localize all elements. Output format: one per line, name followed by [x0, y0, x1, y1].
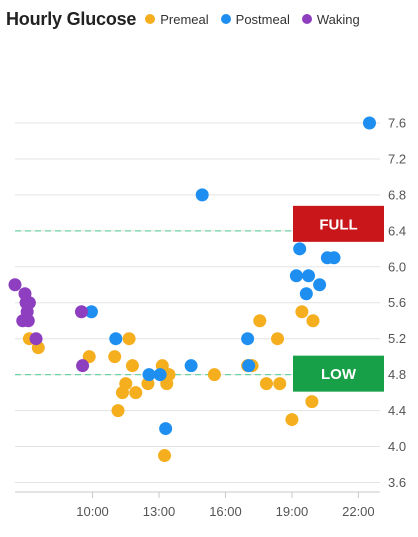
threshold-label-low: LOW [321, 366, 357, 383]
data-point-postmeal [84, 305, 98, 319]
y-tick-label: 5.2 [388, 331, 406, 346]
legend-dot-postmeal [220, 14, 231, 24]
data-point-postmeal [241, 332, 255, 346]
data-point-premeal [305, 395, 319, 409]
y-tick-label: 4.8 [388, 367, 406, 382]
data-point-postmeal [109, 332, 123, 346]
legend-label-postmeal: Postmeal [235, 11, 290, 27]
data-point-premeal [259, 377, 273, 391]
x-tick-label: 13:00 [143, 504, 176, 519]
data-point-waking [29, 332, 43, 346]
data-point-postmeal [293, 242, 307, 256]
threshold-badge-full [293, 205, 384, 242]
data-point-postmeal [153, 368, 167, 382]
chart-title: Hourly Glucose [6, 8, 137, 29]
legend-label-premeal: Premeal [160, 11, 209, 27]
data-point-premeal [129, 386, 143, 400]
data-point-premeal [125, 359, 139, 373]
data-point-premeal [207, 368, 221, 382]
y-tick-label: 4.4 [388, 403, 406, 418]
y-tick-label: 6.4 [388, 223, 406, 238]
legend-dot-premeal [145, 14, 156, 24]
data-point-postmeal [184, 359, 198, 373]
data-point-premeal [273, 377, 287, 391]
data-point-waking [21, 314, 35, 328]
data-point-premeal [295, 305, 309, 319]
data-point-postmeal [313, 278, 327, 292]
x-tick-label: 10:00 [76, 504, 109, 519]
legend-item-premeal[interactable]: Premeal [145, 11, 209, 27]
y-tick-label: 7.6 [388, 115, 406, 130]
data-point-premeal [111, 404, 125, 418]
y-tick-label: 5.6 [388, 295, 406, 310]
legend-item-waking[interactable]: Waking [301, 11, 360, 27]
threshold-label-full: FULL [319, 216, 357, 233]
data-point-postmeal [242, 359, 256, 373]
data-point-premeal [271, 332, 285, 346]
chart-header: Hourly Glucose Premeal Postmeal Waking [6, 6, 372, 32]
data-point-postmeal [142, 368, 156, 382]
data-point-premeal [158, 449, 172, 463]
data-point-premeal [122, 332, 136, 346]
data-point-premeal [306, 314, 320, 328]
data-point-postmeal [289, 269, 303, 283]
x-tick-label: 19:00 [276, 504, 309, 519]
data-point-premeal [253, 314, 267, 328]
data-point-waking [8, 278, 22, 292]
data-point-postmeal [195, 188, 209, 202]
y-tick-label: 6.0 [388, 259, 406, 274]
data-point-waking [22, 296, 36, 310]
data-point-waking [74, 305, 88, 319]
legend-label-waking: Waking [316, 11, 360, 27]
data-point-premeal [285, 413, 299, 427]
legend-item-postmeal[interactable]: Postmeal [220, 11, 290, 27]
y-tick-label: 6.8 [388, 187, 406, 202]
data-point-postmeal [362, 116, 376, 130]
data-point-premeal [82, 350, 96, 364]
data-point-premeal [119, 377, 133, 391]
data-point-postmeal [299, 287, 313, 301]
data-point-premeal [108, 350, 122, 364]
y-tick-label: 7.2 [388, 151, 406, 166]
data-point-waking [76, 359, 90, 373]
y-tick-label: 3.6 [388, 475, 406, 490]
legend: Premeal Postmeal Waking [145, 12, 372, 27]
y-tick-label: 4.0 [388, 439, 406, 454]
x-tick-label: 16:00 [209, 504, 242, 519]
x-tick-label: 22:00 [342, 504, 375, 519]
data-point-postmeal [159, 422, 173, 436]
legend-dot-waking [301, 14, 312, 24]
data-point-postmeal [302, 269, 316, 283]
threshold-badge-low [293, 355, 384, 392]
data-point-postmeal [327, 251, 341, 265]
